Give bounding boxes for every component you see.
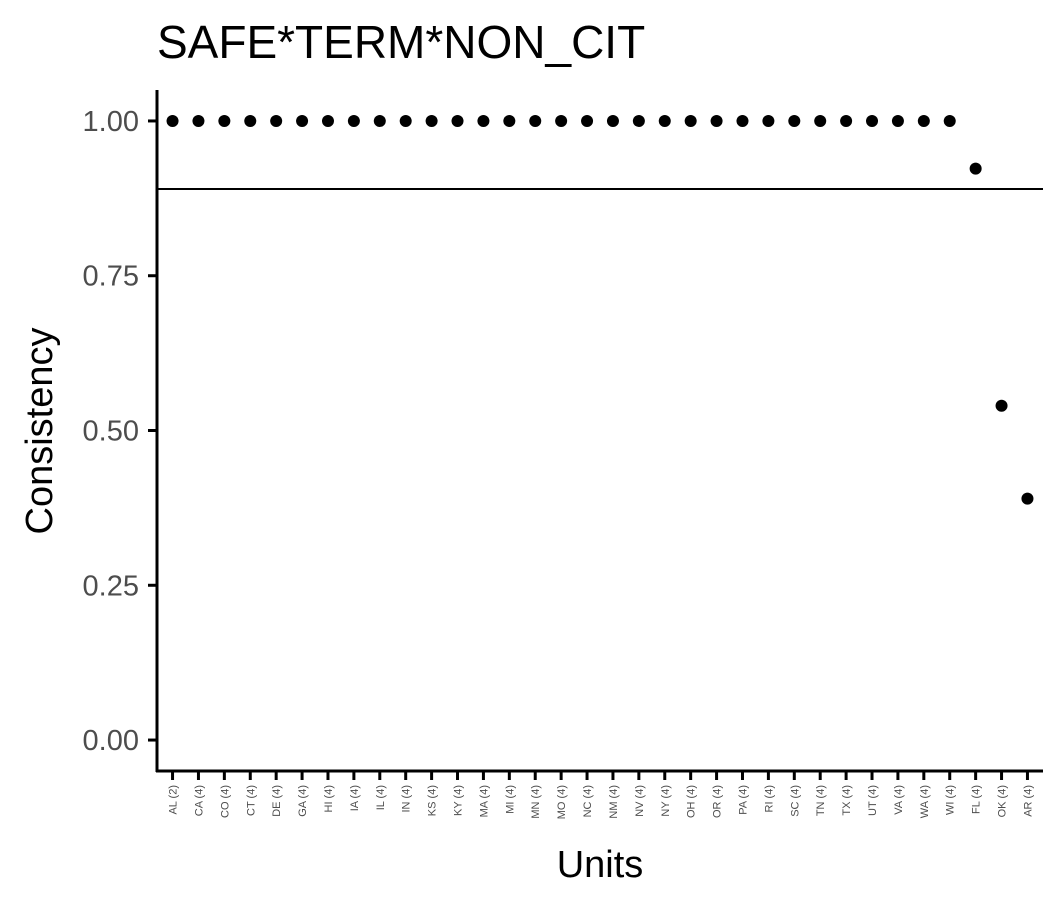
x-tick-label: GA (4): [297, 785, 309, 817]
x-tick-label: IN (4): [401, 785, 413, 813]
y-axis-title: Consistency: [19, 328, 61, 535]
data-point: [658, 114, 671, 127]
data-point: [244, 114, 257, 127]
x-tick-label: FL (4): [971, 785, 983, 814]
x-tick-label: MN (4): [530, 785, 542, 819]
data-point: [632, 114, 645, 127]
data-point: [710, 114, 723, 127]
data-point: [814, 114, 827, 127]
data-point: [218, 114, 231, 127]
x-tick-label: PA (4): [737, 785, 749, 815]
y-tick-label: 0.75: [83, 261, 139, 293]
data-point: [891, 114, 904, 127]
data-point: [684, 114, 697, 127]
data-point: [1021, 492, 1034, 505]
data-point: [347, 114, 360, 127]
data-point: [373, 114, 386, 127]
x-tick-label: NY (4): [660, 785, 672, 817]
x-tick-label: KY (4): [453, 785, 465, 816]
x-tick-label: AL (2): [168, 785, 180, 815]
x-tick-label: CA (4): [193, 785, 205, 816]
data-point: [866, 114, 879, 127]
x-tick-label: MA (4): [478, 785, 490, 817]
data-point: [606, 114, 619, 127]
x-tick-label: CT (4): [245, 785, 257, 816]
x-tick-label: OR (4): [712, 785, 724, 818]
data-point: [321, 114, 334, 127]
data-point: [995, 399, 1008, 412]
data-point: [503, 114, 516, 127]
y-tick-label: 0.25: [83, 570, 139, 602]
data-point: [581, 114, 594, 127]
x-tick-label: MI (4): [504, 785, 516, 814]
x-tick-label: RI (4): [763, 785, 775, 813]
x-tick-label: OK (4): [997, 785, 1009, 817]
y-axis-ticks: 0.00 0.25 0.50 0.75 1.00: [83, 106, 157, 757]
data-point: [270, 114, 283, 127]
x-tick-label: IL (4): [375, 785, 387, 810]
data-point: [943, 114, 956, 127]
data-point: [762, 114, 775, 127]
x-tick-label: OH (4): [686, 785, 698, 818]
x-tick-label: NC (4): [582, 785, 594, 817]
x-tick-label: VA (4): [893, 785, 905, 815]
data-point: [399, 114, 412, 127]
data-point: [736, 114, 749, 127]
x-axis-ticks: AL (2) CA (4) CO (4) CT (4) DE (4) GA (4) HI (…: [168, 771, 1034, 819]
x-tick-label: AR (4): [1022, 785, 1034, 817]
x-tick-label: UT (4): [867, 785, 879, 816]
data-point: [477, 114, 490, 127]
x-axis-title: Units: [557, 844, 644, 886]
x-tick-label: NV (4): [634, 785, 646, 817]
x-tick-label: DE (4): [271, 785, 283, 817]
data-point: [555, 114, 568, 127]
y-tick-label: 0.00: [83, 725, 139, 757]
data-point: [917, 114, 930, 127]
data-point: [296, 114, 309, 127]
x-tick-label: SC (4): [789, 785, 801, 817]
y-tick-label: 1.00: [83, 106, 139, 138]
x-tick-label: WA (4): [919, 785, 931, 818]
data-point: [840, 114, 853, 127]
data-point: [529, 114, 542, 127]
x-tick-label: HI (4): [323, 785, 335, 813]
data-point: [192, 114, 205, 127]
data-point: [166, 114, 179, 127]
x-tick-label: NM (4): [608, 785, 620, 819]
x-tick-label: IA (4): [349, 785, 361, 811]
data-point: [451, 114, 464, 127]
chart-title: SAFE*TERM*NON_CIT: [157, 16, 645, 68]
data-point: [969, 162, 982, 175]
x-tick-label: CO (4): [219, 785, 231, 818]
x-tick-label: TX (4): [841, 785, 853, 816]
x-tick-label: WI (4): [945, 785, 957, 815]
data-point: [425, 114, 438, 127]
x-tick-label: KS (4): [427, 785, 439, 816]
data-points: [166, 114, 1034, 505]
data-point: [788, 114, 801, 127]
y-tick-label: 0.50: [83, 416, 139, 448]
x-tick-label: MO (4): [556, 785, 568, 819]
x-tick-label: TN (4): [815, 785, 827, 816]
